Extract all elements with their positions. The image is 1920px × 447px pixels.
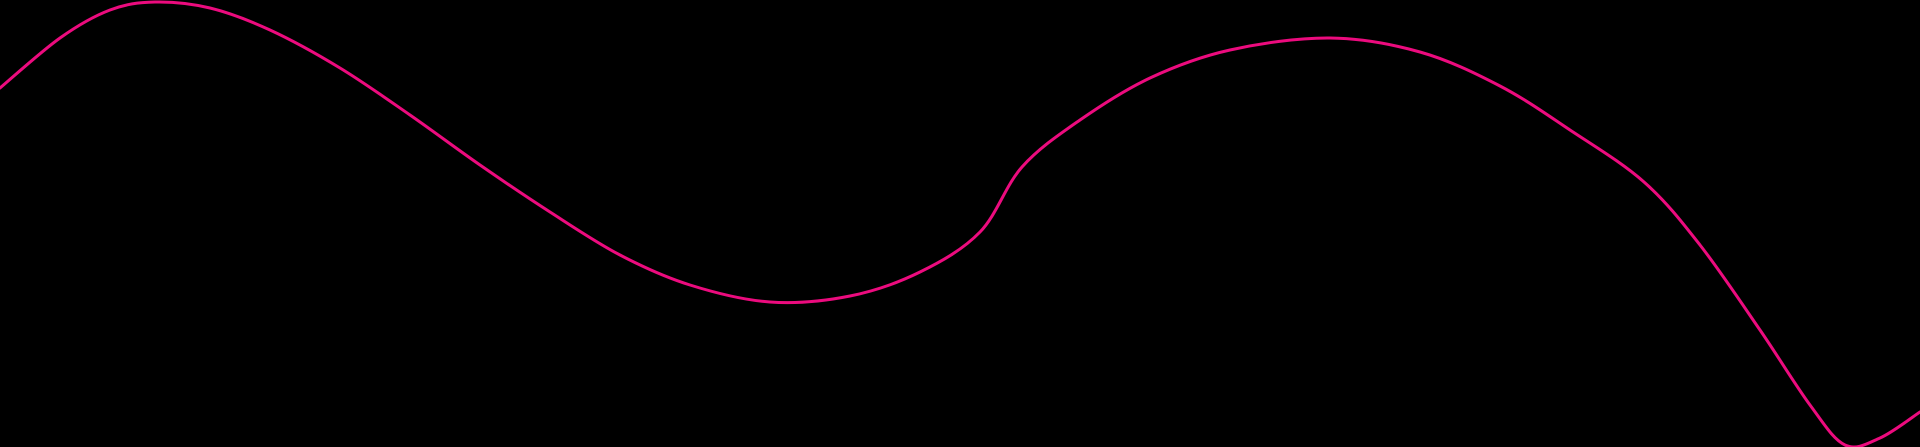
series-line-sine-wave	[0, 0, 1920, 447]
chart-background	[0, 0, 1920, 447]
chart-canvas	[0, 0, 1920, 447]
line-chart-svg	[0, 0, 1920, 447]
series-group	[0, 0, 1920, 447]
